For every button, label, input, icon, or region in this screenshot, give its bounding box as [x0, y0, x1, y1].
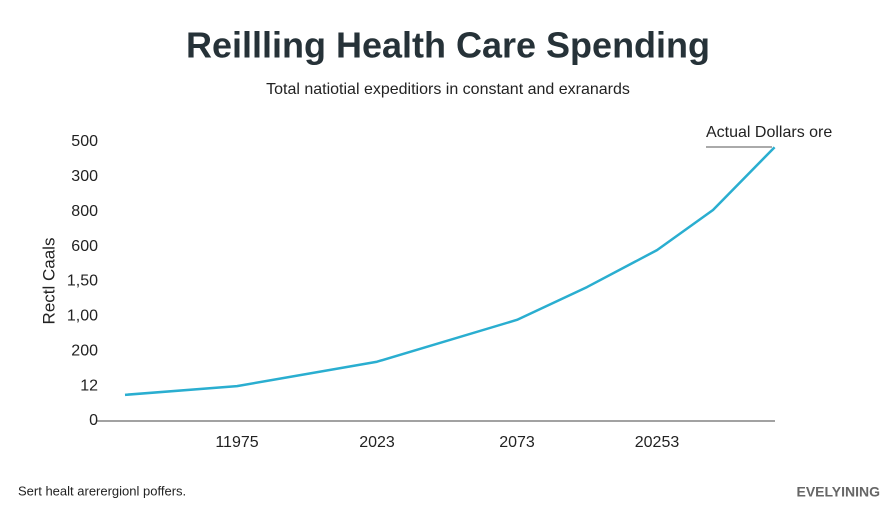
- x-tick-label: 2023: [359, 434, 395, 451]
- footer: Sert healt arerergionl poffers.: [18, 483, 186, 498]
- x-tick-label: 20253: [635, 434, 680, 451]
- y-tick-label: 12: [80, 377, 98, 394]
- y-tick-label: 300: [71, 168, 98, 185]
- y-tick-label: 1,00: [67, 308, 98, 325]
- line-series: [124, 146, 776, 397]
- y-tick-label: 0: [89, 412, 98, 429]
- y-tick-label: 200: [71, 342, 98, 359]
- x-tick-label: 2073: [499, 434, 535, 451]
- chart-subtitle: Total natiotial expeditiors in constant …: [266, 81, 630, 98]
- chart-title: Reillling Health Care Spending: [186, 25, 710, 66]
- x-tick-label: 11975: [215, 434, 258, 451]
- brand: EVELYINING: [796, 484, 880, 500]
- y-tick-label: 800: [71, 203, 98, 220]
- annotation: Actual Dollars ore: [706, 124, 832, 141]
- y-tick-label: 600: [71, 238, 98, 255]
- y-tick-label: 500: [71, 133, 98, 150]
- y-axis-label: Rectl Caals: [39, 238, 58, 325]
- y-tick-label: 1,50: [67, 273, 98, 290]
